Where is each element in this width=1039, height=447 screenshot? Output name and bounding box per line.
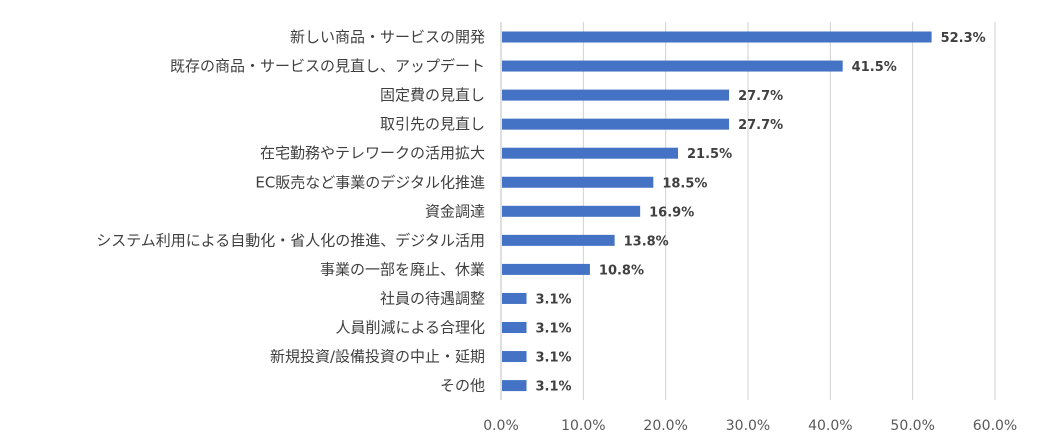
x-tick-label: 60.0%	[973, 418, 1017, 434]
category-label: 社員の待遇調整	[380, 289, 485, 307]
category-label: 既存の商品・サービスの見直し、アップデート	[170, 57, 485, 75]
x-axis-tick-labels: 0.0% 10.0% 20.0% 30.0% 40.0% 50.0% 60.0%	[483, 418, 1017, 434]
bar	[502, 89, 730, 101]
category-label: 人員削減による合理化	[335, 319, 485, 337]
bar	[502, 31, 932, 43]
value-label: 27.7%	[738, 118, 783, 133]
value-labels: 52.3% 41.5% 27.7% 27.7% 21.5% 18.5% 16.9% 13.8%…	[536, 31, 986, 395]
value-label: 3.1%	[536, 351, 572, 366]
x-tick-label: 30.0%	[726, 418, 770, 434]
value-label: 21.5%	[687, 147, 732, 162]
category-label: 在宅勤務やテレワークの活用拡大	[260, 144, 485, 162]
value-label: 27.7%	[738, 89, 783, 104]
value-label: 3.1%	[536, 322, 572, 337]
category-label: 新しい商品・サービスの開発	[290, 28, 485, 46]
bar	[502, 322, 527, 333]
bars	[502, 31, 932, 392]
category-label: 取引先の見直し	[380, 115, 485, 133]
bar	[502, 60, 843, 72]
bar	[502, 380, 527, 392]
category-labels: 新しい商品・サービスの開発既存の商品・サービスの見直し、アップデート固定費の見直…	[96, 28, 485, 395]
bar	[502, 263, 590, 275]
value-label: 41.5%	[852, 60, 897, 75]
value-label: 3.1%	[536, 380, 572, 395]
category-label: 新規投資/設備投資の中止・延期	[270, 348, 485, 366]
category-label: システム利用による自動化・省人化の推進、デジタル活用	[96, 231, 485, 249]
bar	[502, 351, 527, 363]
bar	[502, 147, 679, 159]
category-label: 固定費の見直し	[380, 86, 485, 104]
x-tick-label: 10.0%	[561, 418, 605, 434]
value-label: 13.8%	[624, 234, 669, 249]
value-label: 18.5%	[662, 176, 707, 191]
bar	[502, 176, 654, 188]
bar	[502, 292, 527, 304]
value-label: 3.1%	[536, 292, 572, 307]
category-label: EC販売など事業のデジタル化推進	[255, 173, 485, 191]
category-label: 事業の一部を廃止、休業	[320, 260, 485, 278]
value-label: 10.8%	[599, 263, 644, 278]
x-tick-label: 20.0%	[643, 418, 687, 434]
bar	[502, 118, 730, 130]
bar	[502, 234, 615, 246]
category-label: その他	[440, 377, 485, 395]
gridlines	[500, 22, 996, 400]
category-label: 資金調達	[425, 202, 485, 220]
bar	[502, 205, 641, 217]
x-tick-label: 50.0%	[890, 418, 934, 434]
x-tick-label: 40.0%	[808, 418, 852, 434]
value-label: 16.9%	[649, 205, 694, 220]
x-tick-label: 0.0%	[483, 418, 519, 434]
value-label: 52.3%	[941, 31, 986, 46]
